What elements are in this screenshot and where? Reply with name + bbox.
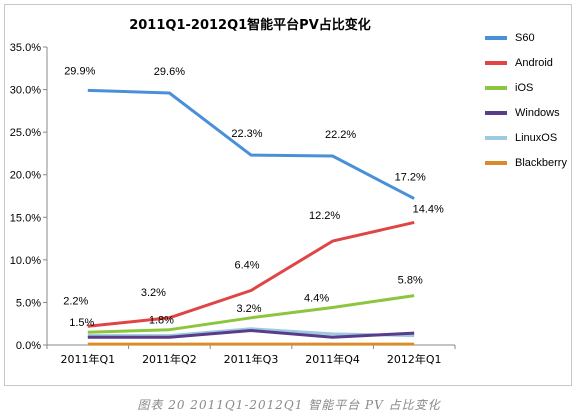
legend-swatch: [485, 86, 507, 90]
legend-swatch: [485, 111, 507, 115]
series-lines: [87, 88, 415, 346]
x-tick-label: 2011年Q1: [60, 352, 115, 366]
legend-swatch: [485, 36, 507, 40]
legend-label: LinuxOS: [515, 132, 558, 144]
figure-caption: 图表 20 2011Q1-2012Q1 智能平台 PV 占比变化: [137, 398, 441, 412]
x-tick-label: 2011年Q2: [142, 352, 197, 366]
x-tick-label: 2011年Q3: [224, 352, 279, 366]
data-label-android: 3.2%: [141, 287, 166, 299]
series-line-android: [87, 220, 415, 328]
y-tick-label: 10.0%: [10, 255, 41, 267]
x-tick-labels: 2011年Q1 2011年Q2 2011年Q3 2011年Q4 2012年Q1: [60, 352, 441, 366]
legend-swatch: [485, 136, 507, 140]
legend-item-android: Android: [485, 54, 575, 72]
legend-swatch: [485, 161, 507, 165]
y-tick-label: 35.0%: [10, 42, 41, 54]
y-tick-label: 30.0%: [10, 85, 41, 97]
legend-label: Windows: [515, 107, 560, 119]
data-label-android: 14.4%: [413, 203, 444, 215]
data-label-android: 6.4%: [234, 260, 259, 272]
legend-item-ios: iOS: [485, 79, 575, 97]
y-tick-label: 0.0%: [16, 340, 41, 352]
data-labels: 29.9% 29.6% 22.3% 22.2% 17.2% 2.2% 3.2% 6.4% 12.…: [63, 65, 444, 329]
legend-item-linuxos: LinuxOS: [485, 129, 575, 147]
data-label-android: 2.2%: [63, 295, 88, 307]
legend-label: Blackberry: [515, 157, 567, 169]
chart-frame: 2011Q1-2012Q1智能平台PV占比变化 0.0% 5.0% 10.0% 15.…: [4, 4, 572, 386]
data-label-s60: 17.2%: [395, 172, 426, 184]
legend-label: iOS: [515, 82, 534, 94]
data-label-ios: 5.8%: [398, 275, 423, 287]
data-label-s60: 22.2%: [325, 129, 356, 141]
data-label-s60: 22.3%: [231, 128, 262, 140]
legend-item-s60: S60: [485, 29, 575, 47]
y-tick-label: 15.0%: [10, 212, 41, 224]
data-label-s60: 29.6%: [154, 66, 185, 78]
line-chart: 2011Q1-2012Q1智能平台PV占比变化 0.0% 5.0% 10.0% 15.…: [10, 17, 456, 366]
legend-swatch: [485, 61, 507, 65]
x-tick-label: 2012年Q1: [387, 352, 442, 366]
data-label-ios: 4.4%: [304, 293, 329, 305]
legend-item-blackberry: Blackberry: [485, 154, 575, 172]
series-line-s60: [87, 88, 415, 200]
series-line-windows: [87, 329, 415, 339]
y-tick-label: 5.0%: [16, 297, 41, 309]
x-tick-label: 2011年Q4: [305, 352, 360, 366]
series-line-ios: [87, 294, 415, 334]
data-label-ios: 1.5%: [69, 317, 94, 329]
legend-label: Android: [515, 57, 553, 69]
legend-label: S60: [515, 32, 535, 44]
chart-title: 2011Q1-2012Q1智能平台PV占比变化: [129, 17, 371, 33]
y-tick-label: 25.0%: [10, 127, 41, 139]
legend-item-windows: Windows: [485, 104, 575, 122]
data-label-ios: 3.2%: [236, 303, 261, 315]
data-label-android: 12.2%: [309, 210, 340, 222]
data-label-ios: 1.8%: [149, 315, 174, 327]
y-tick-label: 20.0%: [10, 170, 41, 182]
y-tick-labels: 0.0% 5.0% 10.0% 15.0% 20.0% 25.0% 30.0% 35.0%: [10, 42, 41, 352]
data-label-s60: 29.9%: [64, 65, 95, 77]
